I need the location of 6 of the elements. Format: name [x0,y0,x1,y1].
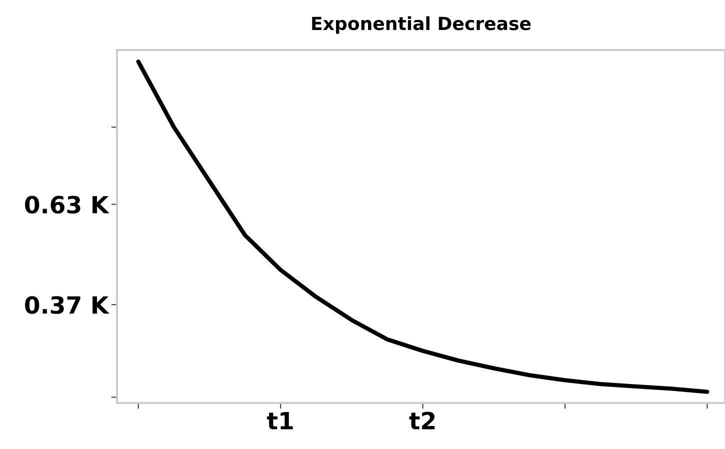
y-tick-label: 0.37 K [25,296,110,314]
y-tick-label: 0.63 K [25,196,110,214]
x-tick-label: t2 [409,412,435,430]
x-tick-label: t1 [267,412,293,430]
line-series [136,59,710,394]
chart-title: Exponential Decrease [312,16,531,34]
